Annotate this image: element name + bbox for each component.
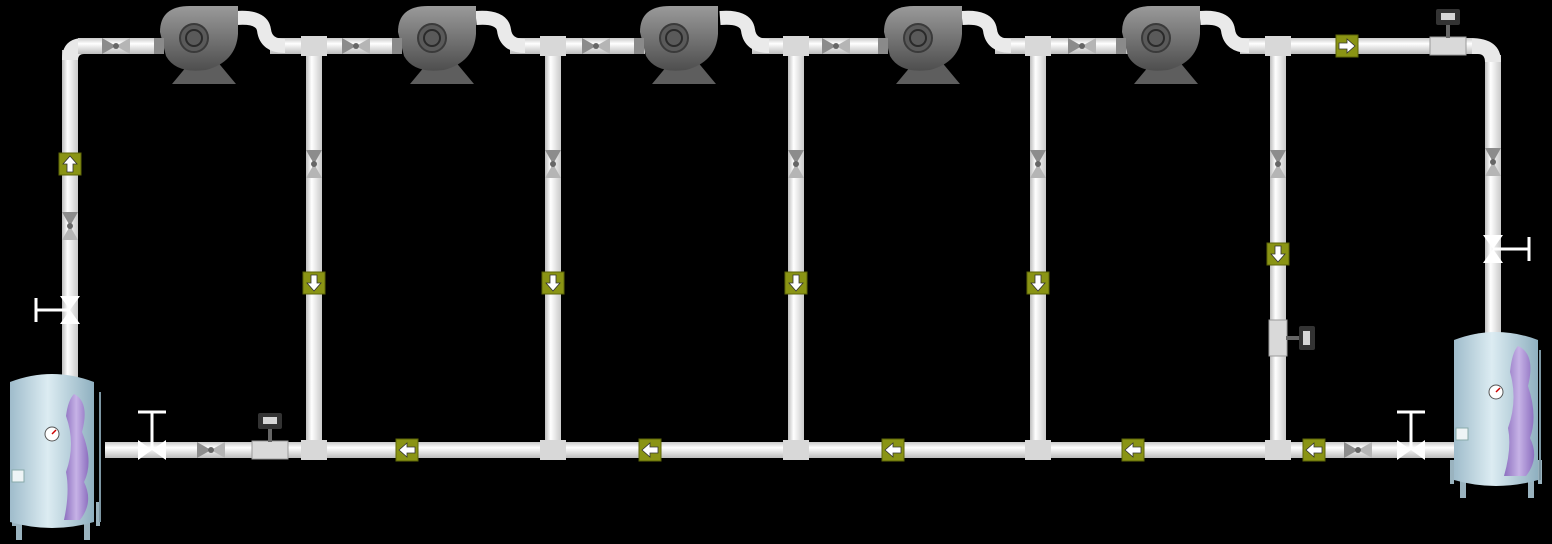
arrow-down-icon xyxy=(784,271,808,295)
arrow-left-icon xyxy=(1302,438,1326,462)
top-pipe-seg-3 xyxy=(752,38,887,54)
check-valve-icon[interactable] xyxy=(822,38,850,54)
hand-valve-icon[interactable] xyxy=(138,410,166,460)
hand-valve-icon[interactable] xyxy=(34,296,80,324)
arrow-down-icon xyxy=(1026,271,1050,295)
arrow-left-icon xyxy=(1121,438,1145,462)
branch-pipe-4 xyxy=(1030,54,1046,444)
branch-pipe-1 xyxy=(306,54,322,444)
arrow-down-icon xyxy=(1266,242,1290,266)
pressure-sensor-icon[interactable] xyxy=(251,413,289,460)
tee-joint xyxy=(783,36,809,56)
top-pipe-seg-2 xyxy=(510,38,645,54)
pressure-sensor-icon[interactable] xyxy=(1429,9,1467,56)
check-valve-icon[interactable] xyxy=(1485,148,1501,176)
branch-pipe-3 xyxy=(788,54,804,444)
arrow-down-icon xyxy=(302,271,326,295)
check-valve-icon[interactable] xyxy=(102,38,130,54)
flow-arrows xyxy=(58,34,1359,462)
right-top-elbow xyxy=(1470,38,1501,62)
blower-icon[interactable] xyxy=(878,6,962,84)
blower-outlet-bend-4 xyxy=(961,10,1012,53)
blowers xyxy=(154,6,1200,84)
pressure-sensor-icon[interactable] xyxy=(1268,319,1315,357)
check-valve-icon[interactable] xyxy=(545,150,561,178)
tee-joint xyxy=(1265,36,1291,56)
check-valve-icon[interactable] xyxy=(788,150,804,178)
check-valve-icon[interactable] xyxy=(306,150,322,178)
check-valve-icon[interactable] xyxy=(197,442,225,458)
blower-icon[interactable] xyxy=(1116,6,1200,84)
check-valve-icon[interactable] xyxy=(342,38,370,54)
arrow-right-icon xyxy=(1335,34,1359,58)
blower-outlet-bend-2 xyxy=(475,10,526,53)
tee-joint xyxy=(301,36,327,56)
pipe-network xyxy=(62,10,1501,460)
tank-icon[interactable] xyxy=(10,374,101,540)
blower-outlet-bend-1 xyxy=(235,10,286,53)
check-valve-icon[interactable] xyxy=(1344,442,1372,458)
arrow-left-icon xyxy=(395,438,419,462)
check-valve-icon[interactable] xyxy=(1270,150,1286,178)
blower-outlet-bend-3 xyxy=(719,10,770,53)
top-pipe-seg-4 xyxy=(995,38,1130,54)
arrow-up-icon xyxy=(58,152,82,176)
blower-icon[interactable] xyxy=(392,6,476,84)
tee-joint xyxy=(540,440,566,460)
arrow-left-icon xyxy=(638,438,662,462)
hand-valve-icon[interactable] xyxy=(1397,410,1425,460)
right-riser-pipe xyxy=(1485,55,1501,335)
top-pipe-seg-1 xyxy=(270,38,400,54)
blower-icon[interactable] xyxy=(154,6,238,84)
return-header-pipe xyxy=(105,442,1455,458)
check-valve-icon[interactable] xyxy=(1068,38,1096,54)
check-valve-icon[interactable] xyxy=(582,38,610,54)
check-valves xyxy=(62,38,1501,458)
blower-outlet-bend-5 xyxy=(1199,10,1250,53)
check-valve-icon[interactable] xyxy=(1030,150,1046,178)
tee-joint xyxy=(1265,440,1291,460)
blower-icon[interactable] xyxy=(634,6,718,84)
arrow-down-icon xyxy=(541,271,565,295)
hand-valve-icon[interactable] xyxy=(1483,235,1531,263)
check-valve-icon[interactable] xyxy=(62,212,78,240)
tee-joint xyxy=(1025,36,1051,56)
tank-icon[interactable] xyxy=(1450,332,1542,498)
tee-joint xyxy=(301,440,327,460)
branch-pipe-2 xyxy=(545,54,561,444)
tee-joint xyxy=(540,36,566,56)
tee-joint xyxy=(783,440,809,460)
tee-joint xyxy=(1025,440,1051,460)
arrow-left-icon xyxy=(881,438,905,462)
